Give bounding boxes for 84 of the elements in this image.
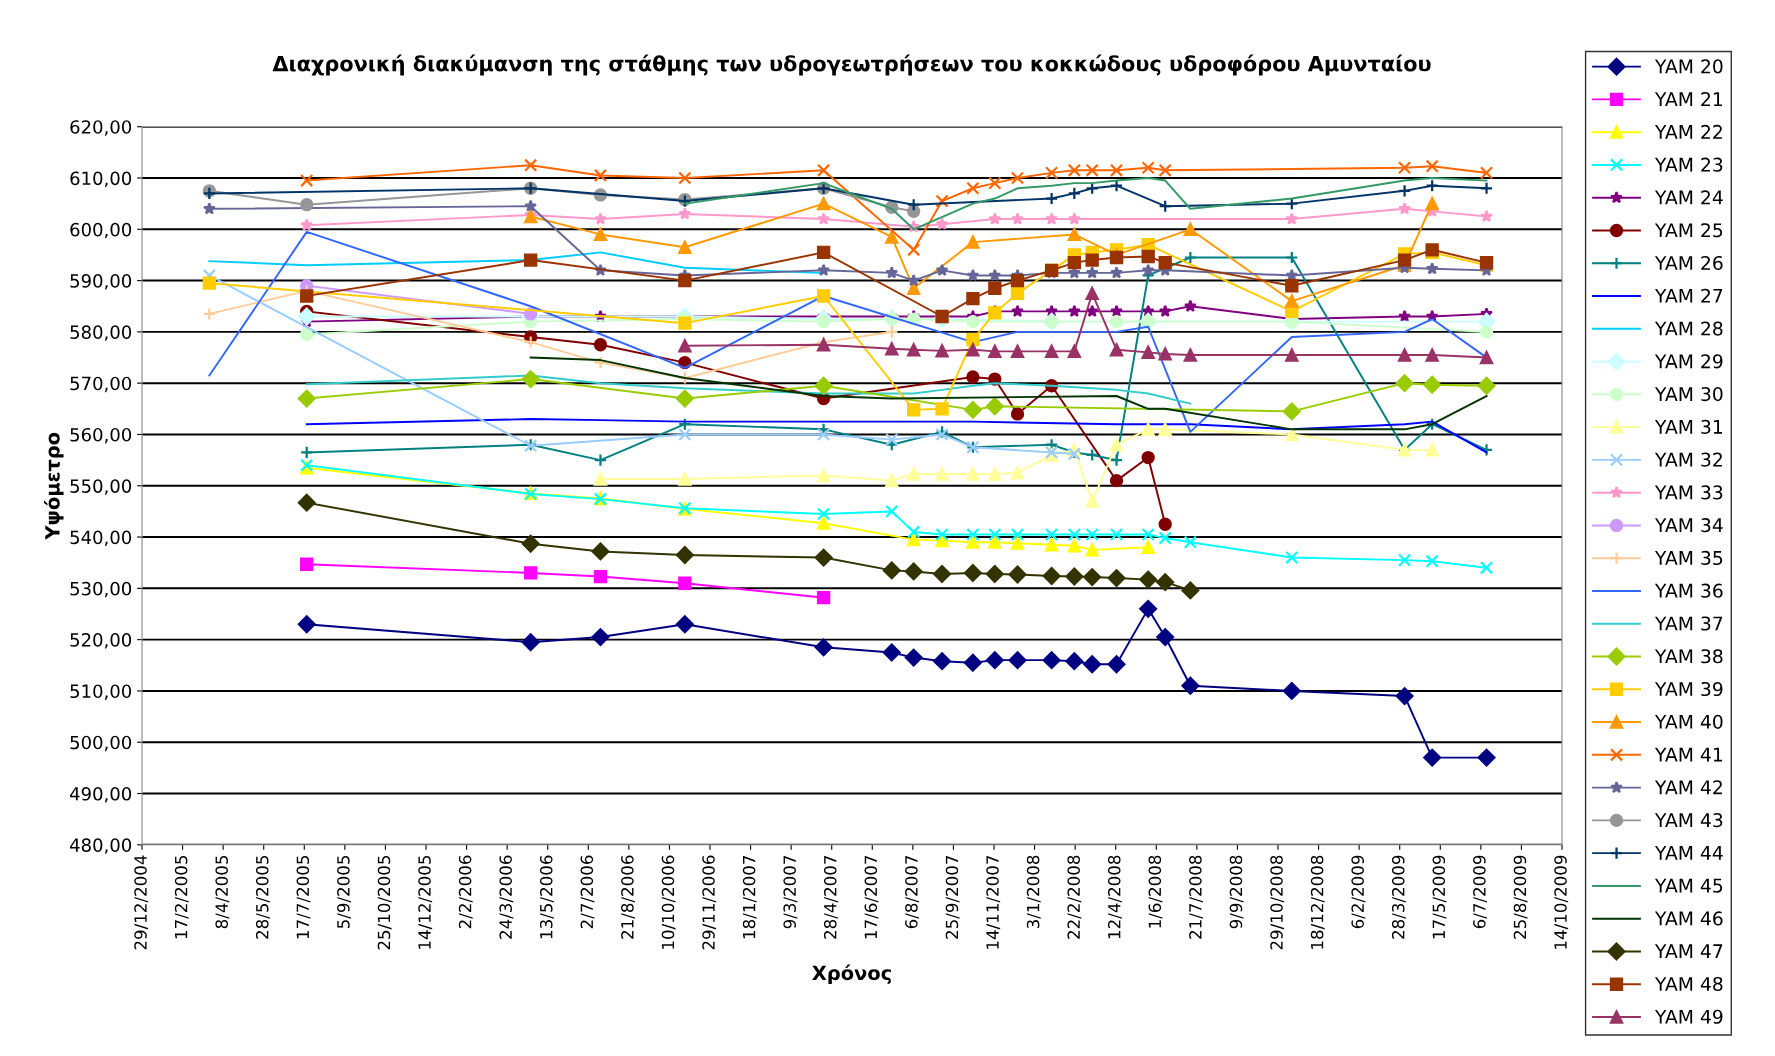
legend-label: YAM 35 bbox=[1654, 550, 1723, 566]
legend-label: YAM 45 bbox=[1654, 878, 1723, 893]
y-tick-label: 550,00 bbox=[70, 479, 132, 495]
x-tick-label: 6/7/2009 bbox=[1473, 855, 1487, 929]
x-tick-label: 9/3/2007 bbox=[783, 855, 798, 929]
x-axis-title: Χρόνος bbox=[812, 964, 891, 985]
legend-label: YAM 23 bbox=[1654, 157, 1723, 172]
legend-label: YAM 33 bbox=[1654, 485, 1723, 500]
x-tick-label: 28/4/2007 bbox=[823, 855, 838, 939]
x-tick-label: 25/10/2005 bbox=[377, 855, 392, 950]
legend-label: YAM 32 bbox=[1654, 452, 1722, 467]
x-tick-label: 25/9/2007 bbox=[945, 855, 960, 939]
legend-label: YAM 22 bbox=[1654, 124, 1722, 139]
legend-label: YAM 48 bbox=[1654, 976, 1723, 992]
legend-label: YAM 49 bbox=[1654, 1009, 1723, 1024]
x-tick-label: 29/12/2004 bbox=[134, 855, 149, 950]
x-tick-label: 21/8/2006 bbox=[621, 855, 635, 939]
x-tick-label: 9/9/2008 bbox=[1229, 855, 1244, 929]
legend-label: YAM 34 bbox=[1654, 518, 1723, 533]
y-tick-label: 560,00 bbox=[70, 427, 132, 444]
y-tick-label: 580,00 bbox=[70, 325, 132, 341]
x-tick-label: 29/10/2008 bbox=[1270, 855, 1285, 950]
legend-label: YAM 26 bbox=[1654, 255, 1723, 271]
x-tick-label: 17/7/2005 bbox=[296, 855, 311, 939]
x-tick-label: 14/12/2005 bbox=[418, 855, 433, 949]
chart-title: Διαχρονική διακύμανση της στάθμης των υδρογεωτρήσεων του κοκκώδους υδροφόρου Αμυνταίου bbox=[272, 54, 1431, 76]
x-tick-label: 14/10/2009 bbox=[1554, 855, 1569, 949]
x-tick-label: 10/10/2006 bbox=[661, 855, 676, 949]
legend-label: YAM 20 bbox=[1654, 59, 1723, 74]
x-tick-label: 18/12/2008 bbox=[1310, 855, 1325, 949]
x-tick-label: 21/7/2008 bbox=[1189, 855, 1203, 939]
y-tick-label: 590,00 bbox=[70, 274, 132, 290]
x-tick-label: 8/4/2005 bbox=[215, 855, 230, 929]
x-tick-label: 28/5/2005 bbox=[255, 855, 270, 939]
y-tick-label: 600,00 bbox=[70, 222, 132, 239]
y-tick-label: 510,00 bbox=[70, 684, 132, 700]
x-tick-label: 12/4/2008 bbox=[1107, 855, 1122, 939]
x-tick-label: 13/5/2006 bbox=[539, 855, 554, 939]
x-tick-label: 22/2/2008 bbox=[1067, 855, 1082, 939]
legend-label: YAM 40 bbox=[1654, 714, 1723, 729]
legend-label: YAM 29 bbox=[1654, 354, 1723, 369]
y-tick-label: 540,00 bbox=[70, 530, 132, 547]
y-tick-label: 610,00 bbox=[70, 171, 132, 187]
legend-label: YAM 28 bbox=[1654, 321, 1723, 336]
y-axis-title: Υψόμετρο bbox=[43, 432, 64, 540]
x-tick-label: 6/2/2009 bbox=[1351, 855, 1366, 929]
legend-label: YAM 37 bbox=[1654, 616, 1723, 631]
legend-label: YAM 30 bbox=[1654, 386, 1723, 402]
y-tick-label: 620,00 bbox=[70, 120, 132, 136]
x-tick-label: 17/5/2009 bbox=[1432, 855, 1447, 939]
x-tick-label: 28/3/2009 bbox=[1391, 855, 1406, 939]
x-tick-label: 2/7/2006 bbox=[580, 855, 595, 929]
legend-label: YAM 31 bbox=[1654, 419, 1723, 434]
x-tick-label: 17/6/2007 bbox=[864, 855, 879, 939]
x-tick-label: 1/6/2008 bbox=[1148, 855, 1163, 928]
legend-label: YAM 39 bbox=[1654, 681, 1723, 697]
y-tick-label: 570,00 bbox=[70, 376, 132, 393]
legend-label: YAM 27 bbox=[1654, 288, 1723, 303]
legend-label: YAM 44 bbox=[1654, 846, 1723, 860]
legend-label: YAM 42 bbox=[1654, 780, 1722, 795]
y-tick-label: 500,00 bbox=[70, 735, 132, 752]
legend-label: YAM 24 bbox=[1654, 190, 1723, 205]
legend-label: YAM 25 bbox=[1654, 223, 1723, 238]
y-tick-label: 480,00 bbox=[69, 838, 132, 854]
x-tick-label: 25/8/2009 bbox=[1513, 855, 1528, 939]
legend-label: YAM 21 bbox=[1654, 92, 1723, 106]
x-tick-label: 29/11/2006 bbox=[702, 855, 717, 950]
legend-label: YAM 41 bbox=[1654, 747, 1723, 762]
x-tick-label: 2/2/2006 bbox=[458, 855, 473, 929]
x-tick-label: 3/1/2008 bbox=[1026, 855, 1041, 929]
legend-label: YAM 43 bbox=[1654, 813, 1723, 828]
y-tick-label: 530,00 bbox=[70, 581, 132, 598]
legend-label: YAM 36 bbox=[1654, 583, 1723, 598]
x-tick-label: 5/9/2005 bbox=[337, 855, 351, 929]
x-tick-label: 24/3/2006 bbox=[499, 855, 514, 939]
x-tick-label: 14/11/2007 bbox=[986, 855, 1001, 949]
y-tick-label: 520,00 bbox=[70, 633, 132, 649]
x-tick-label: 6/8/2007 bbox=[905, 855, 919, 929]
x-tick-label: 17/2/2005 bbox=[174, 855, 189, 939]
legend-label: YAM 47 bbox=[1654, 944, 1723, 959]
legend-label: YAM 38 bbox=[1654, 649, 1723, 664]
y-tick-label: 490,00 bbox=[69, 786, 132, 803]
x-tick-label: 18/1/2007 bbox=[742, 855, 757, 939]
legend-label: YAM 46 bbox=[1654, 911, 1723, 926]
